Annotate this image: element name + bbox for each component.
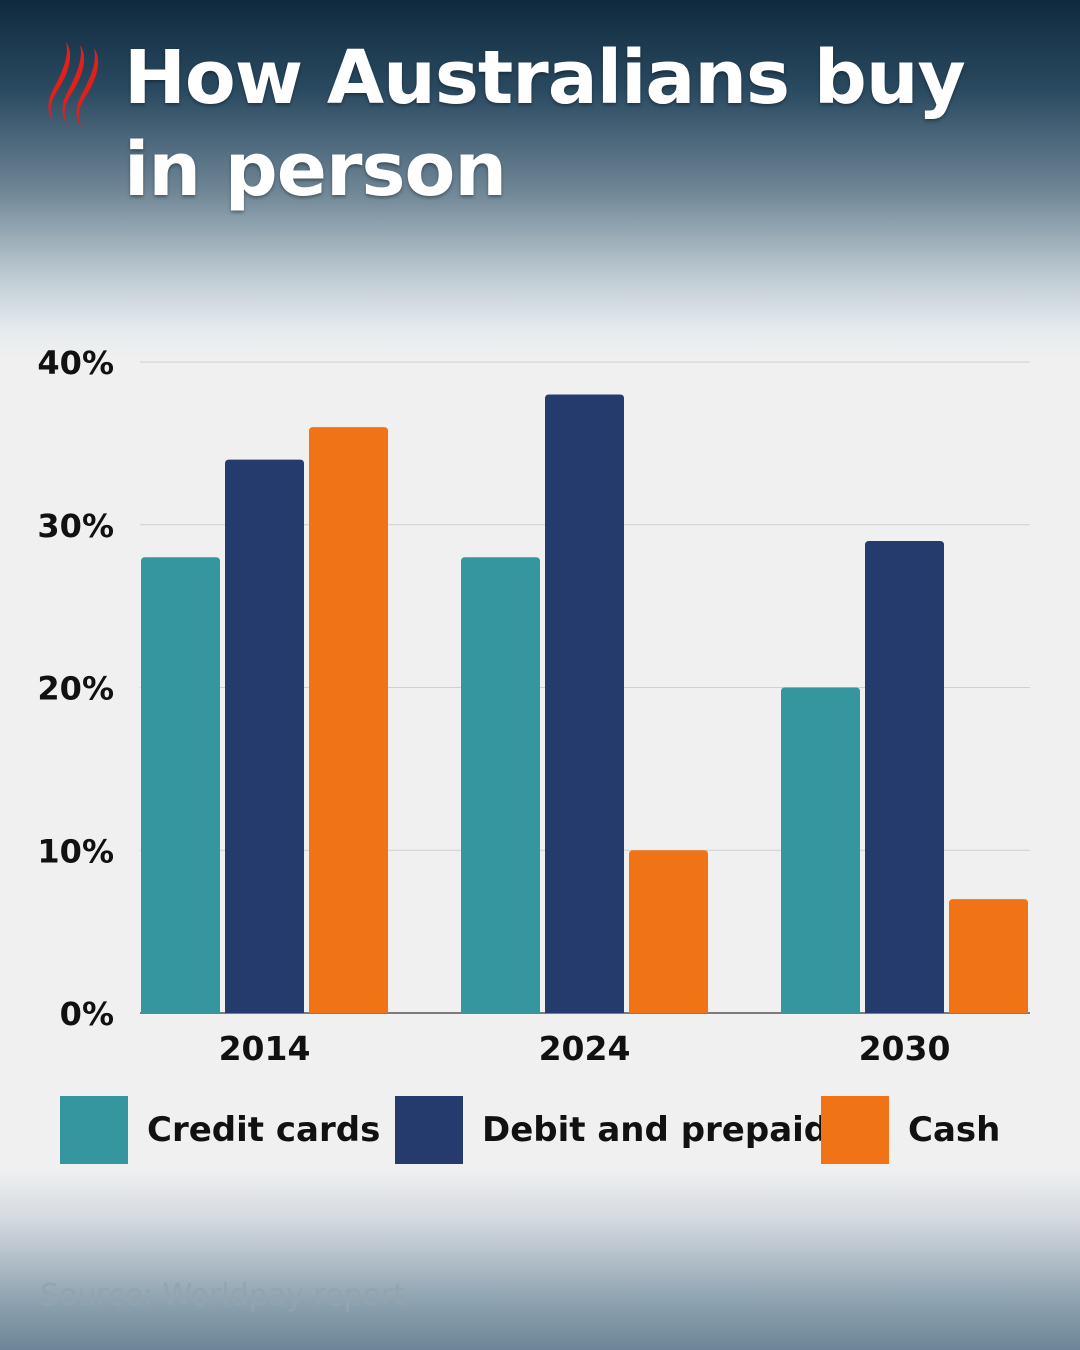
bar-chart: 0% 10% 20% 30% 40% 2014 2024 2030 — [37, 344, 1030, 1068]
legend-item-cash: Cash — [821, 1090, 1000, 1170]
legend-swatch-debit-and-prepaid — [395, 1096, 463, 1164]
x-tick-label: 2030 — [859, 1029, 951, 1068]
bars — [141, 394, 1028, 1014]
bar-cash-2030 — [949, 899, 1028, 1013]
legend-swatch-cash — [821, 1096, 889, 1164]
logo-stroke — [76, 48, 99, 132]
legend-item-debit-and-prepaid: Debit and prepaid — [395, 1090, 828, 1170]
legend: Credit cards Debit and prepaid Cash — [0, 1090, 1080, 1170]
y-tick-label: 10% — [37, 832, 114, 870]
bar-cash-2014 — [309, 427, 388, 1014]
axis-labels: 0% 10% 20% 30% 40% 2014 2024 2030 — [37, 344, 950, 1068]
legend-swatch-credit-cards — [60, 1096, 128, 1164]
sbs-logo-icon — [48, 42, 99, 132]
logo-stroke — [62, 45, 85, 129]
legend-item-credit-cards: Credit cards — [60, 1090, 380, 1170]
legend-label-cash: Cash — [908, 1110, 1001, 1150]
bar-debit-and-prepaid-2030 — [865, 541, 944, 1013]
bar-cash-2024 — [629, 850, 708, 1013]
y-tick-label: 40% — [37, 344, 114, 382]
bar-debit-and-prepaid-2014 — [225, 459, 304, 1013]
x-tick-label: 2024 — [539, 1029, 631, 1068]
y-tick-label: 30% — [37, 507, 114, 545]
y-tick-label: 20% — [37, 670, 114, 708]
x-tick-label: 2014 — [219, 1029, 311, 1068]
bar-credit-cards-2030 — [781, 687, 860, 1013]
source-note: Source: Worldpay report — [40, 1278, 405, 1313]
bar-credit-cards-2014 — [141, 557, 220, 1013]
chart-title: How Australians buy in person — [124, 35, 966, 213]
legend-label-debit-and-prepaid: Debit and prepaid — [482, 1110, 829, 1150]
bar-credit-cards-2024 — [461, 557, 540, 1013]
bar-debit-and-prepaid-2024 — [545, 394, 624, 1013]
logo-stroke — [48, 42, 71, 126]
legend-label-credit-cards: Credit cards — [147, 1110, 381, 1150]
y-tick-label: 0% — [60, 995, 114, 1033]
